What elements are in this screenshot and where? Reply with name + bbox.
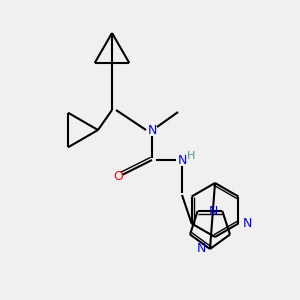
Text: N: N (209, 205, 218, 218)
Text: N: N (196, 242, 206, 256)
Text: O: O (113, 170, 123, 184)
Text: N: N (177, 154, 187, 166)
Text: N: N (147, 124, 157, 136)
Text: H: H (187, 151, 195, 161)
Text: N: N (242, 217, 252, 230)
